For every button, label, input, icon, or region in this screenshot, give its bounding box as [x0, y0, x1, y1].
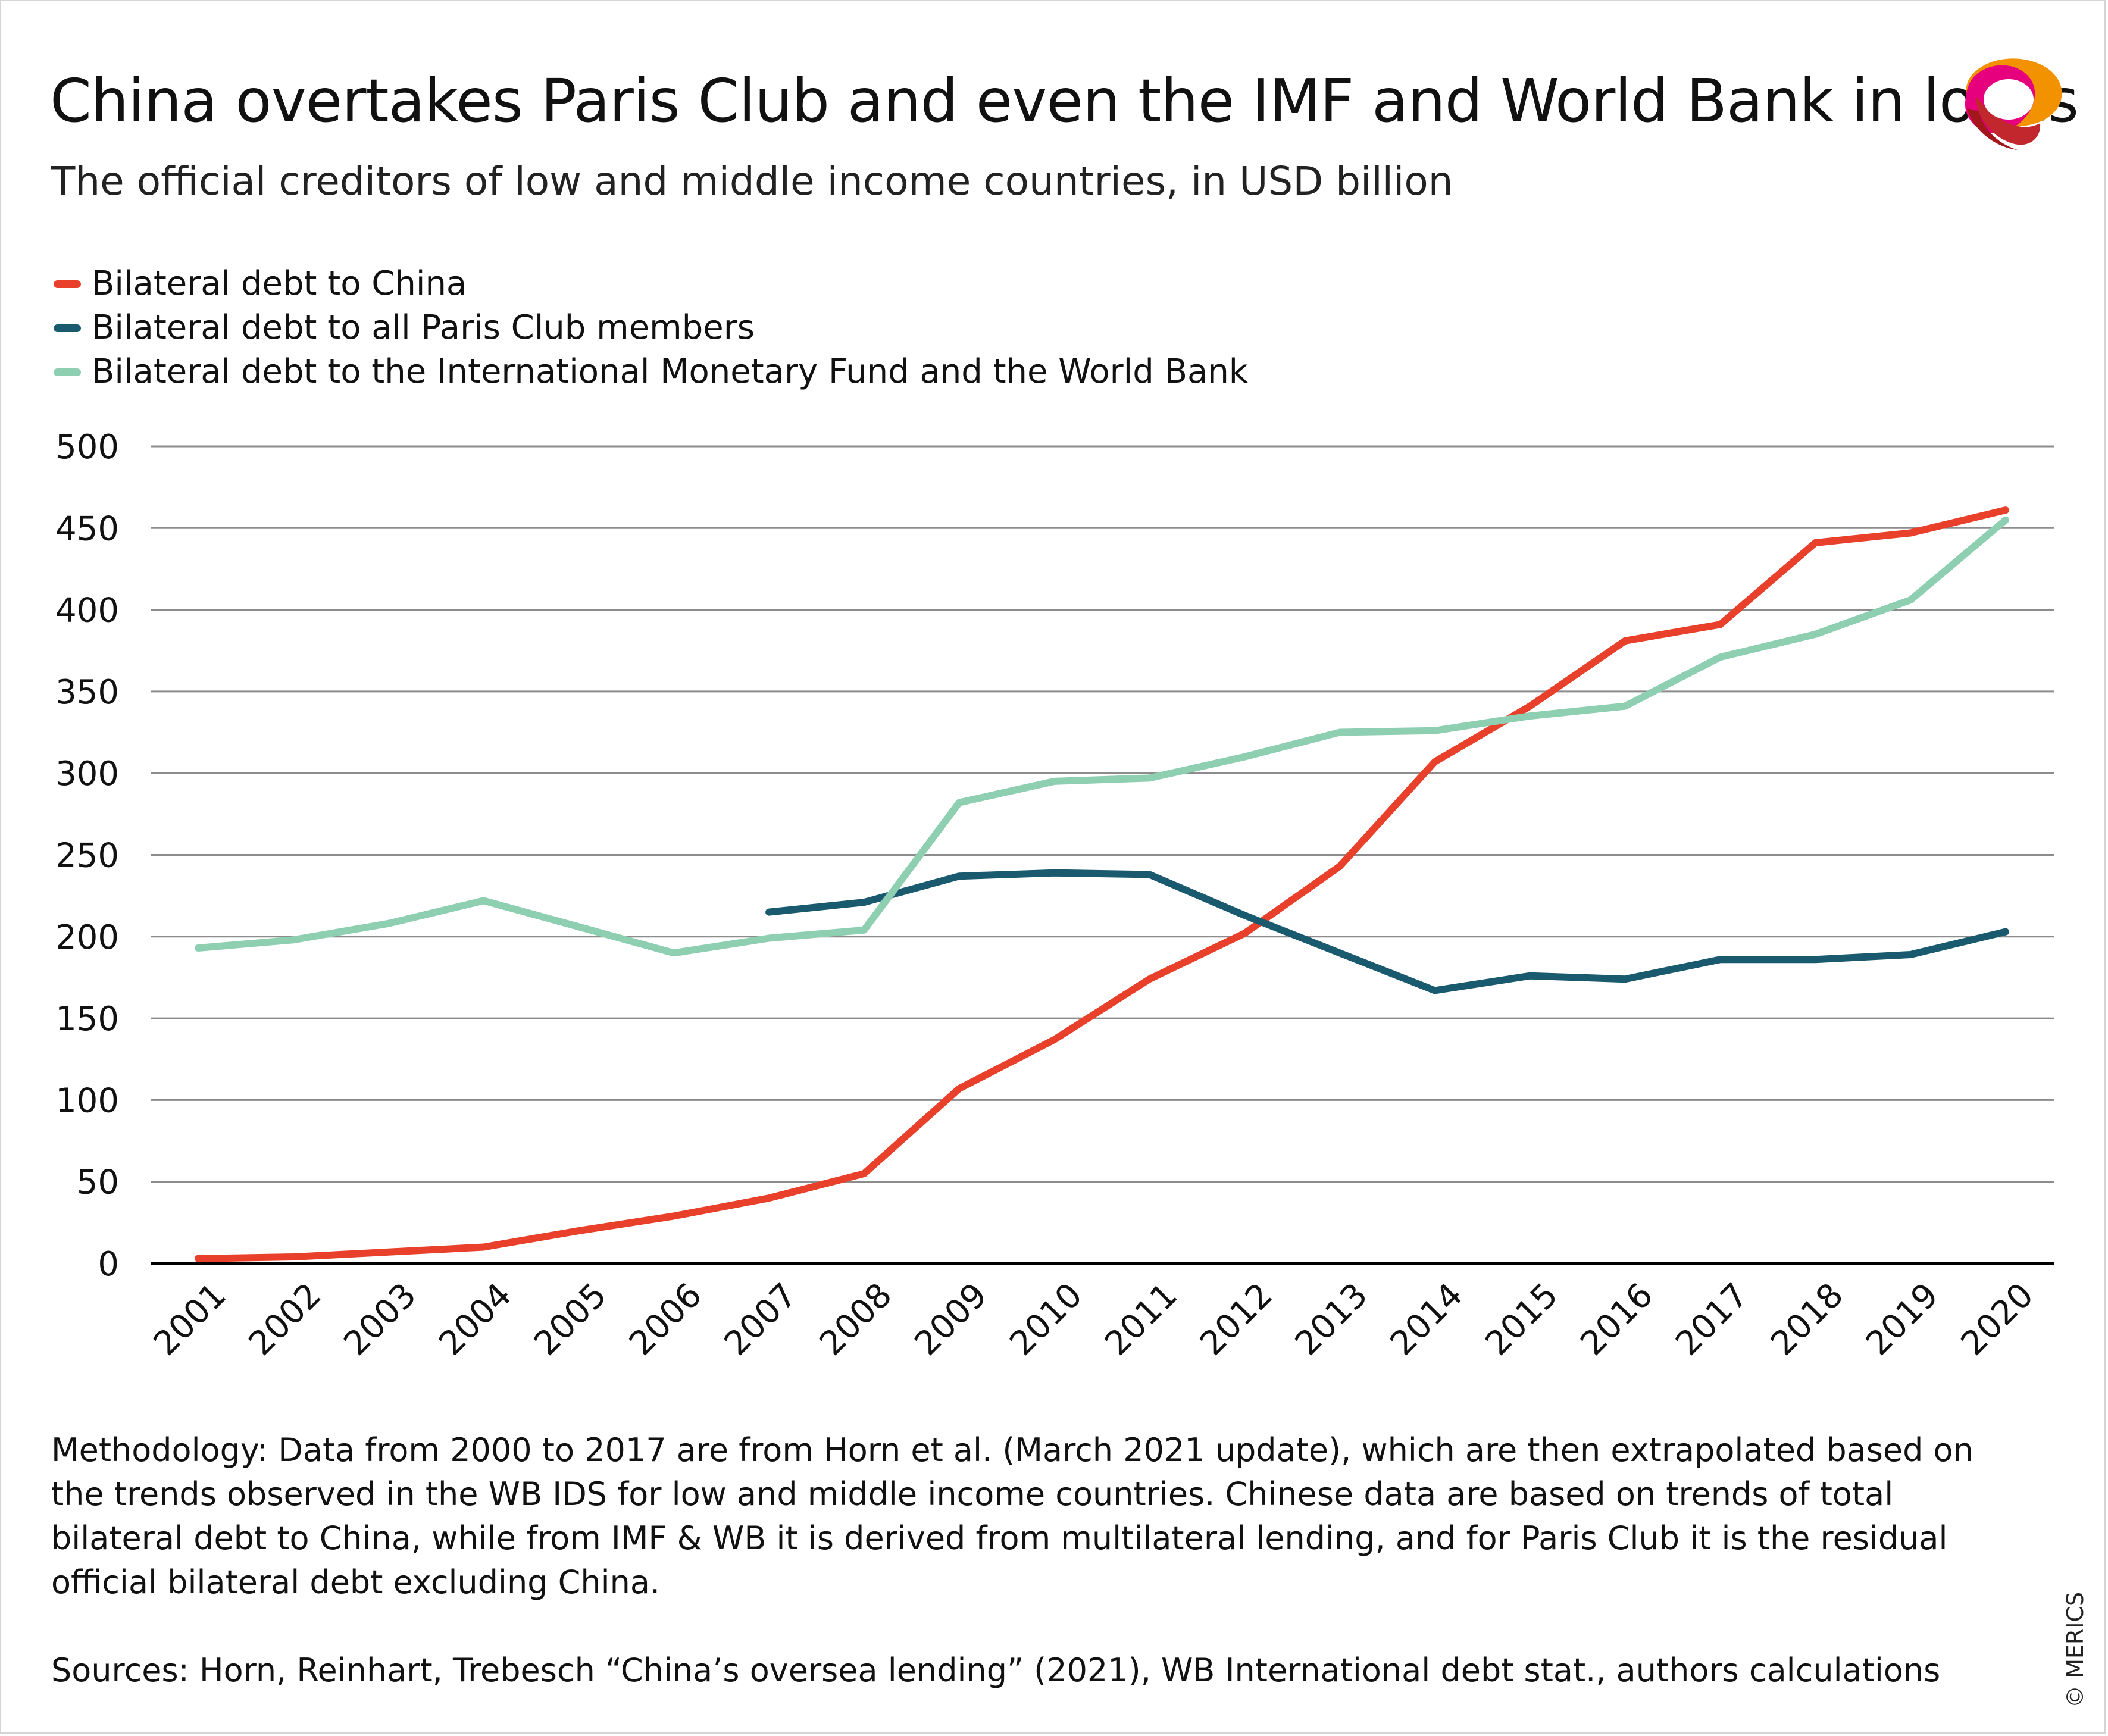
- x-tick-label: 2008: [812, 1276, 900, 1363]
- y-tick-label: 500: [55, 428, 119, 467]
- y-tick-label: 300: [55, 755, 119, 793]
- x-tick-label: 2011: [1097, 1276, 1185, 1363]
- legend-item-paris-club: Bilateral debt to all Paris Club members: [54, 306, 1248, 350]
- y-tick-label: 100: [55, 1081, 119, 1120]
- y-tick-label: 0: [98, 1245, 119, 1284]
- x-tick-label: 2009: [908, 1276, 995, 1363]
- x-tick-label: 2006: [622, 1276, 709, 1363]
- y-tick-label: 200: [55, 918, 119, 957]
- x-axis-tick-labels: 2001 2002 2003 2004 2005 2006 2007 2008 2009 2010…: [146, 1276, 2041, 1363]
- series-lines: [195, 506, 2009, 1262]
- x-tick-label: 2002: [242, 1276, 329, 1363]
- x-tick-label: 2003: [337, 1276, 424, 1363]
- y-tick-label: 250: [55, 837, 119, 875]
- grid-lines: [151, 445, 2054, 1265]
- x-tick-label: 2015: [1478, 1276, 1566, 1363]
- merics-logo-icon: [1965, 58, 2062, 150]
- series-line-imf-wb: [195, 516, 2009, 957]
- copyright-label: © MERICS: [2062, 1591, 2088, 1708]
- y-tick-label: 400: [55, 592, 119, 630]
- x-tick-label: 2013: [1288, 1276, 1375, 1363]
- x-tick-label: 2010: [1002, 1276, 1090, 1363]
- x-tick-label: 2016: [1573, 1276, 1660, 1363]
- legend-item-imf-wb: Bilateral debt to the International Mone…: [54, 350, 1248, 394]
- x-tick-label: 2012: [1193, 1276, 1280, 1363]
- legend-swatch-china: [54, 280, 81, 288]
- chart-title: China overtakes Paris Club and even the …: [50, 66, 2079, 136]
- x-tick-label: 2014: [1383, 1276, 1471, 1363]
- x-tick-label: 2017: [1668, 1276, 1756, 1363]
- y-tick-label: 450: [55, 509, 119, 548]
- y-tick-label: 50: [77, 1163, 119, 1202]
- y-tick-label: 150: [55, 1000, 119, 1039]
- x-tick-label: 2018: [1763, 1276, 1851, 1363]
- x-tick-label: 2004: [431, 1276, 519, 1363]
- methodology-note: Methodology: Data from 2000 to 2017 are …: [51, 1431, 1973, 1601]
- chart-legend: Bilateral debt to China Bilateral debt t…: [54, 262, 1248, 394]
- x-tick-label: 2007: [717, 1276, 805, 1363]
- legend-label-imf-wb: Bilateral debt to the International Mone…: [92, 352, 1249, 391]
- series-line-paris-club: [765, 869, 2009, 994]
- x-tick-label: 2005: [527, 1276, 614, 1363]
- legend-item-china: Bilateral debt to China: [54, 262, 1248, 306]
- legend-label-china: Bilateral debt to China: [92, 264, 467, 303]
- series-line-china: [195, 506, 2009, 1262]
- legend-swatch-paris-club: [54, 324, 81, 332]
- y-tick-label: 350: [55, 673, 119, 712]
- sources-note: Sources: Horn, Reinhart, Trebesch “China…: [51, 1651, 1941, 1689]
- x-tick-label: 2020: [1954, 1276, 2041, 1363]
- legend-label-paris-club: Bilateral debt to all Paris Club members: [92, 308, 755, 347]
- y-axis-tick-labels: 0 50 100 150 200 250 300 350 400 450 500: [55, 428, 119, 1284]
- x-tick-label: 2001: [146, 1276, 234, 1363]
- x-tick-label: 2019: [1859, 1276, 1946, 1363]
- chart-subtitle: The official creditors of low and middle…: [51, 158, 1453, 204]
- legend-swatch-imf-wb: [54, 368, 81, 376]
